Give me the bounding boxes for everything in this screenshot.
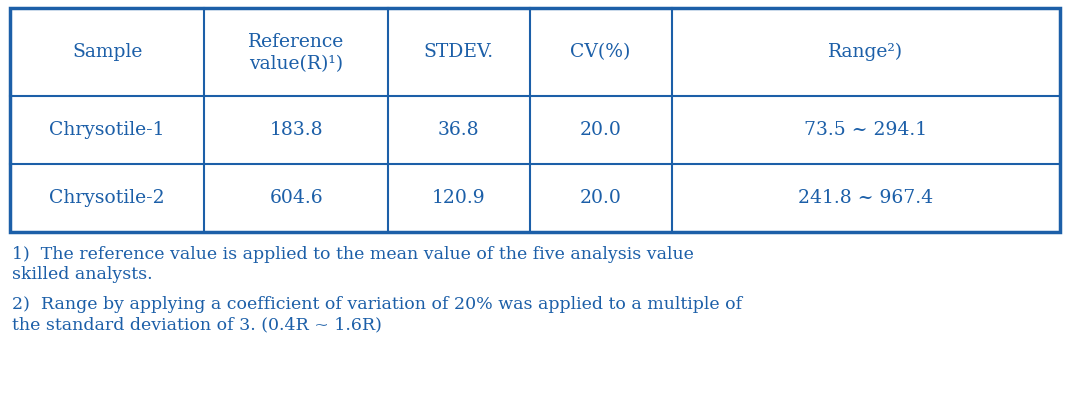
Text: Chrysotile-1: Chrysotile-1 xyxy=(49,121,164,139)
Text: 73.5 ~ 294.1: 73.5 ~ 294.1 xyxy=(804,121,928,139)
Text: 604.6: 604.6 xyxy=(270,189,322,207)
Bar xyxy=(10,8,1060,232)
Text: 120.9: 120.9 xyxy=(432,189,486,207)
Text: the standard deviation of 3. (0.4R ~ 1.6R): the standard deviation of 3. (0.4R ~ 1.6… xyxy=(12,316,382,333)
Text: 36.8: 36.8 xyxy=(439,121,479,139)
Text: 241.8 ~ 967.4: 241.8 ~ 967.4 xyxy=(798,189,933,207)
Text: 2)  Range by applying a coefficient of variation of 20% was applied to a multipl: 2) Range by applying a coefficient of va… xyxy=(12,296,742,313)
Text: 183.8: 183.8 xyxy=(270,121,322,139)
Text: Reference: Reference xyxy=(248,33,344,51)
Text: Range²): Range²) xyxy=(828,43,903,61)
Text: skilled analysts.: skilled analysts. xyxy=(12,266,153,283)
Text: Chrysotile-2: Chrysotile-2 xyxy=(49,189,164,207)
Text: STDEV.: STDEV. xyxy=(424,43,493,61)
Text: CV(%): CV(%) xyxy=(571,43,631,61)
Text: 1)  The reference value is applied to the mean value of the five analysis value: 1) The reference value is applied to the… xyxy=(12,246,693,263)
Text: 20.0: 20.0 xyxy=(579,121,621,139)
Text: value(R)¹): value(R)¹) xyxy=(249,55,343,73)
Text: 20.0: 20.0 xyxy=(579,189,621,207)
Text: Sample: Sample xyxy=(72,43,142,61)
